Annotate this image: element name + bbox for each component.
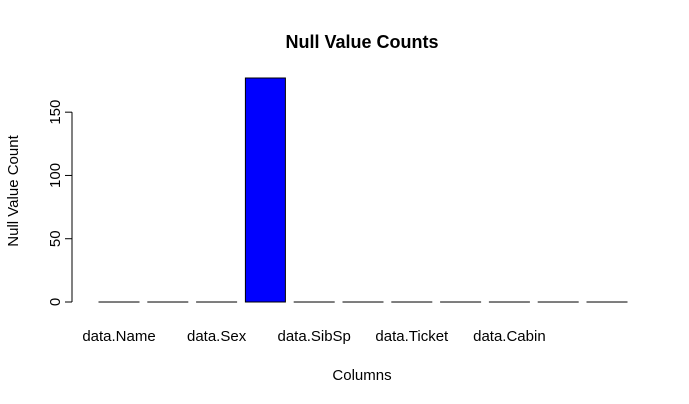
x-tick-label: data.Sex xyxy=(187,328,247,345)
y-axis-label: Null Value Count xyxy=(5,134,22,246)
x-tick-labels: data.Name data.Sex data.SibSp data.Ticket da… xyxy=(82,328,545,345)
bars xyxy=(98,77,628,303)
chart-title: Null Value Counts xyxy=(285,32,438,52)
y-tick-label: 100 xyxy=(47,163,64,188)
x-axis-label: Columns xyxy=(332,367,391,384)
x-tick-label: data.Name xyxy=(82,328,155,345)
x-tick-label: data.SibSp xyxy=(278,328,351,345)
bar xyxy=(244,77,286,303)
x-tick-label: data.Ticket xyxy=(375,328,449,345)
y-tick-label: 150 xyxy=(47,100,64,125)
y-tick-label: 50 xyxy=(47,230,64,247)
y-tick-label: 0 xyxy=(47,298,64,306)
x-tick-label: data.Cabin xyxy=(473,328,546,345)
y-axis: 0 50 100 150 xyxy=(47,100,73,306)
